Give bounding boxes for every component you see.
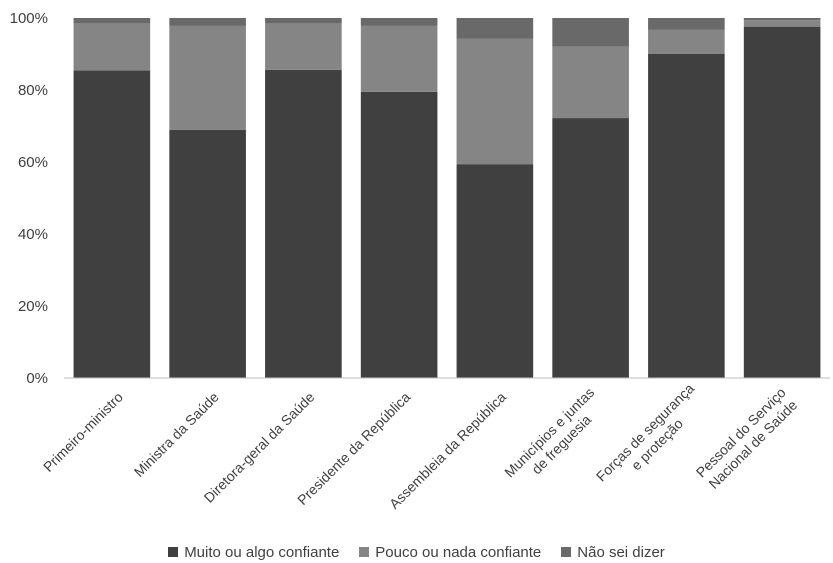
bar-segment-series-2-category-4 <box>360 25 438 92</box>
legend-item: Muito ou algo confiante <box>168 544 339 561</box>
bar-segment-series-1-category-7 <box>648 54 725 378</box>
bar-segment-series-3-category-8 <box>743 18 821 21</box>
bar-segment-series-2-category-5 <box>456 38 534 165</box>
x-category-label: Diretora-geral da Saúde <box>201 389 318 506</box>
bar-segment-series-3-category-2 <box>169 18 246 26</box>
legend-item: Não sei dizer <box>561 544 665 561</box>
bar-segment-series-3-category-6 <box>552 18 629 47</box>
x-category-label-line: Primeiro-ministro <box>40 389 126 475</box>
x-category-label-line: Forças de segurança <box>593 380 697 484</box>
bar-segment-series-1-category-3 <box>265 69 342 378</box>
legend-swatch <box>359 547 370 557</box>
y-tick-label: 100% <box>10 10 48 27</box>
bar-segment-series-3-category-7 <box>648 18 725 30</box>
stacked-bar-chart: 0% 20% 40% 60% 80% 100% Primeiro-ministro Mini… <box>10 10 830 512</box>
legend-label: Não sei dizer <box>577 543 665 561</box>
legend-label: Pouco ou nada confiante <box>375 543 542 561</box>
bar-segment-series-3-category-4 <box>360 18 438 26</box>
legend-swatch <box>168 547 179 557</box>
x-category-label: Municípios e juntasde freguesia <box>501 384 609 492</box>
bar-segment-series-3-category-5 <box>456 18 534 39</box>
bar-segment-series-1-category-1 <box>73 70 151 378</box>
y-tick-label: 40% <box>18 226 48 243</box>
y-tick-label: 20% <box>18 298 48 315</box>
bar-segment-series-3-category-3 <box>265 18 342 24</box>
x-category-label: Pessoal do ServiçoNacional de Saúde <box>693 384 801 492</box>
bar-segment-series-3-category-1 <box>73 18 151 24</box>
legend-item: Pouco ou nada confiante <box>359 544 541 561</box>
legend-label: Muito ou algo confiante <box>184 543 340 561</box>
bar-segment-series-1-category-4 <box>360 91 438 379</box>
x-category-label: Primeiro-ministro <box>40 389 126 475</box>
y-axis-ticks: 0% 20% 40% 60% 80% 100% <box>10 10 48 387</box>
bar-segment-series-2-category-3 <box>265 23 342 70</box>
bar-segment-series-2-category-8 <box>743 20 821 27</box>
x-category-label: Ministra da Saúde <box>131 389 222 480</box>
x-category-label-line: Diretora-geral da Saúde <box>201 389 318 506</box>
x-category-label-line: Ministra da Saúde <box>131 389 222 480</box>
bar-segment-series-1-category-2 <box>169 129 246 378</box>
bar-segment-series-1-category-5 <box>456 164 534 378</box>
y-tick-label: 60% <box>18 154 48 171</box>
bars <box>73 18 821 379</box>
y-tick-label: 0% <box>26 370 48 387</box>
y-tick-label: 80% <box>18 82 48 99</box>
bar-segment-series-2-category-7 <box>648 29 725 54</box>
x-axis-labels: Primeiro-ministro Ministra da SaúdeDireto… <box>40 380 801 512</box>
bar-segment-series-2-category-1 <box>73 23 151 71</box>
x-category-label: Forças de segurançae proteção <box>593 380 709 496</box>
legend-swatch <box>561 547 572 557</box>
legend: Muito ou algo confiante Pouco ou nada con… <box>0 541 833 563</box>
bar-segment-series-1-category-8 <box>743 26 821 378</box>
bar-segment-series-2-category-6 <box>552 46 629 119</box>
bar-segment-series-1-category-6 <box>552 118 629 378</box>
bar-segment-series-2-category-2 <box>169 25 246 130</box>
